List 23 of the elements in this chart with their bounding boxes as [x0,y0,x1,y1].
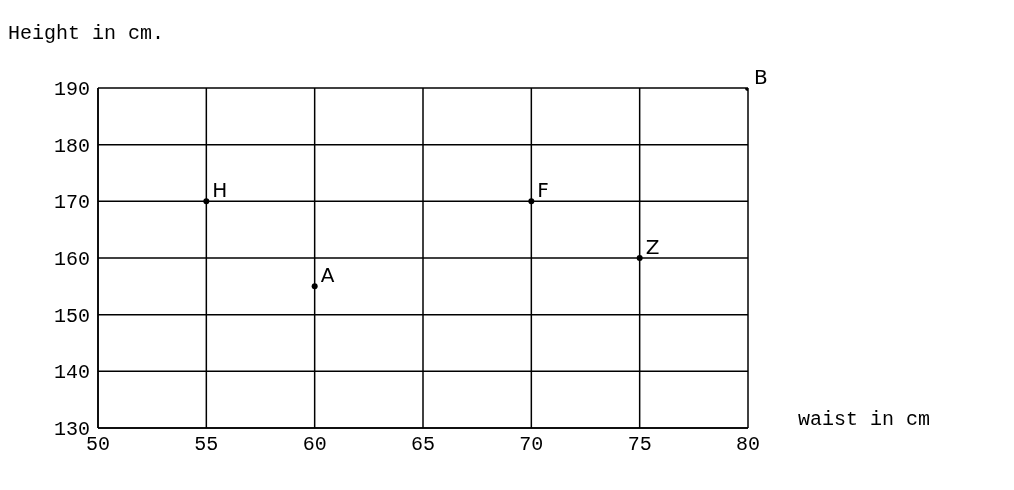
x-axis-title: waist in cm [798,408,931,431]
point [311,283,318,290]
annotation: Z [645,235,660,259]
annotation: A [320,263,335,288]
point [636,255,643,261]
point [528,198,535,205]
y-tick-label: 180 [53,134,90,158]
y-tick-label: 160 [53,248,90,272]
annotation: F [537,178,549,203]
x-tick-label: 55 [194,433,219,457]
y-tick-label: 190 [53,78,90,102]
point [203,198,210,205]
x-tick-label: 80 [735,433,761,457]
x-tick-label: 60 [302,433,327,457]
annotation: B [754,65,768,89]
y-tick-label: 170 [53,191,90,215]
annotation: H [212,178,228,203]
x-tick-label: 65 [410,433,436,457]
y-tick-label: 140 [53,361,90,385]
x-tick-label: 75 [627,433,652,457]
x-tick-label: 70 [519,433,544,457]
y-axis-title: Height in cm. [8,22,165,45]
y-tick-label: 150 [53,304,90,328]
